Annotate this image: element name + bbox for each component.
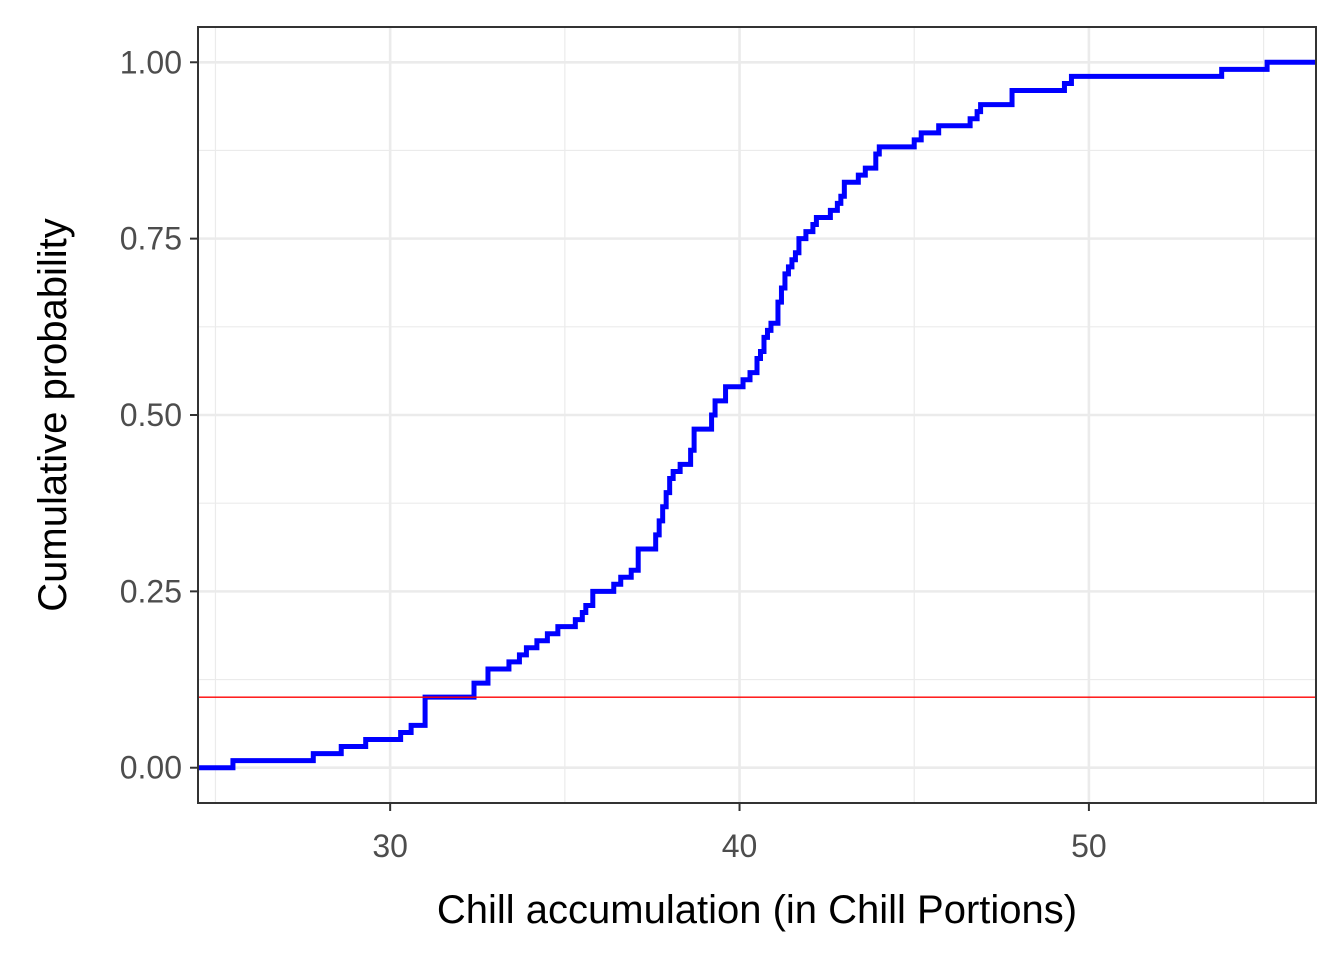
y-tick-label: 0.00 xyxy=(120,750,182,786)
y-tick-label: 1.00 xyxy=(120,44,182,80)
y-axis-title: Cumulative probability xyxy=(31,218,75,612)
x-axis-title: Chill accumulation (in Chill Portions) xyxy=(437,888,1077,932)
x-tick-label: 40 xyxy=(722,828,758,864)
series-layer xyxy=(198,59,1316,771)
y-tick-label: 0.50 xyxy=(120,397,182,433)
ecdf-step-line xyxy=(198,59,1316,771)
x-tick-label: 30 xyxy=(372,828,408,864)
x-axis-ticks: 30 40 50 xyxy=(372,803,1107,864)
y-tick-label: 0.75 xyxy=(120,221,182,257)
y-tick-label: 0.25 xyxy=(120,573,182,609)
x-tick-label: 50 xyxy=(1071,828,1107,864)
major-gridlines xyxy=(198,27,1316,803)
y-axis-ticks: 0.00 0.25 0.50 0.75 1.00 xyxy=(120,44,198,786)
